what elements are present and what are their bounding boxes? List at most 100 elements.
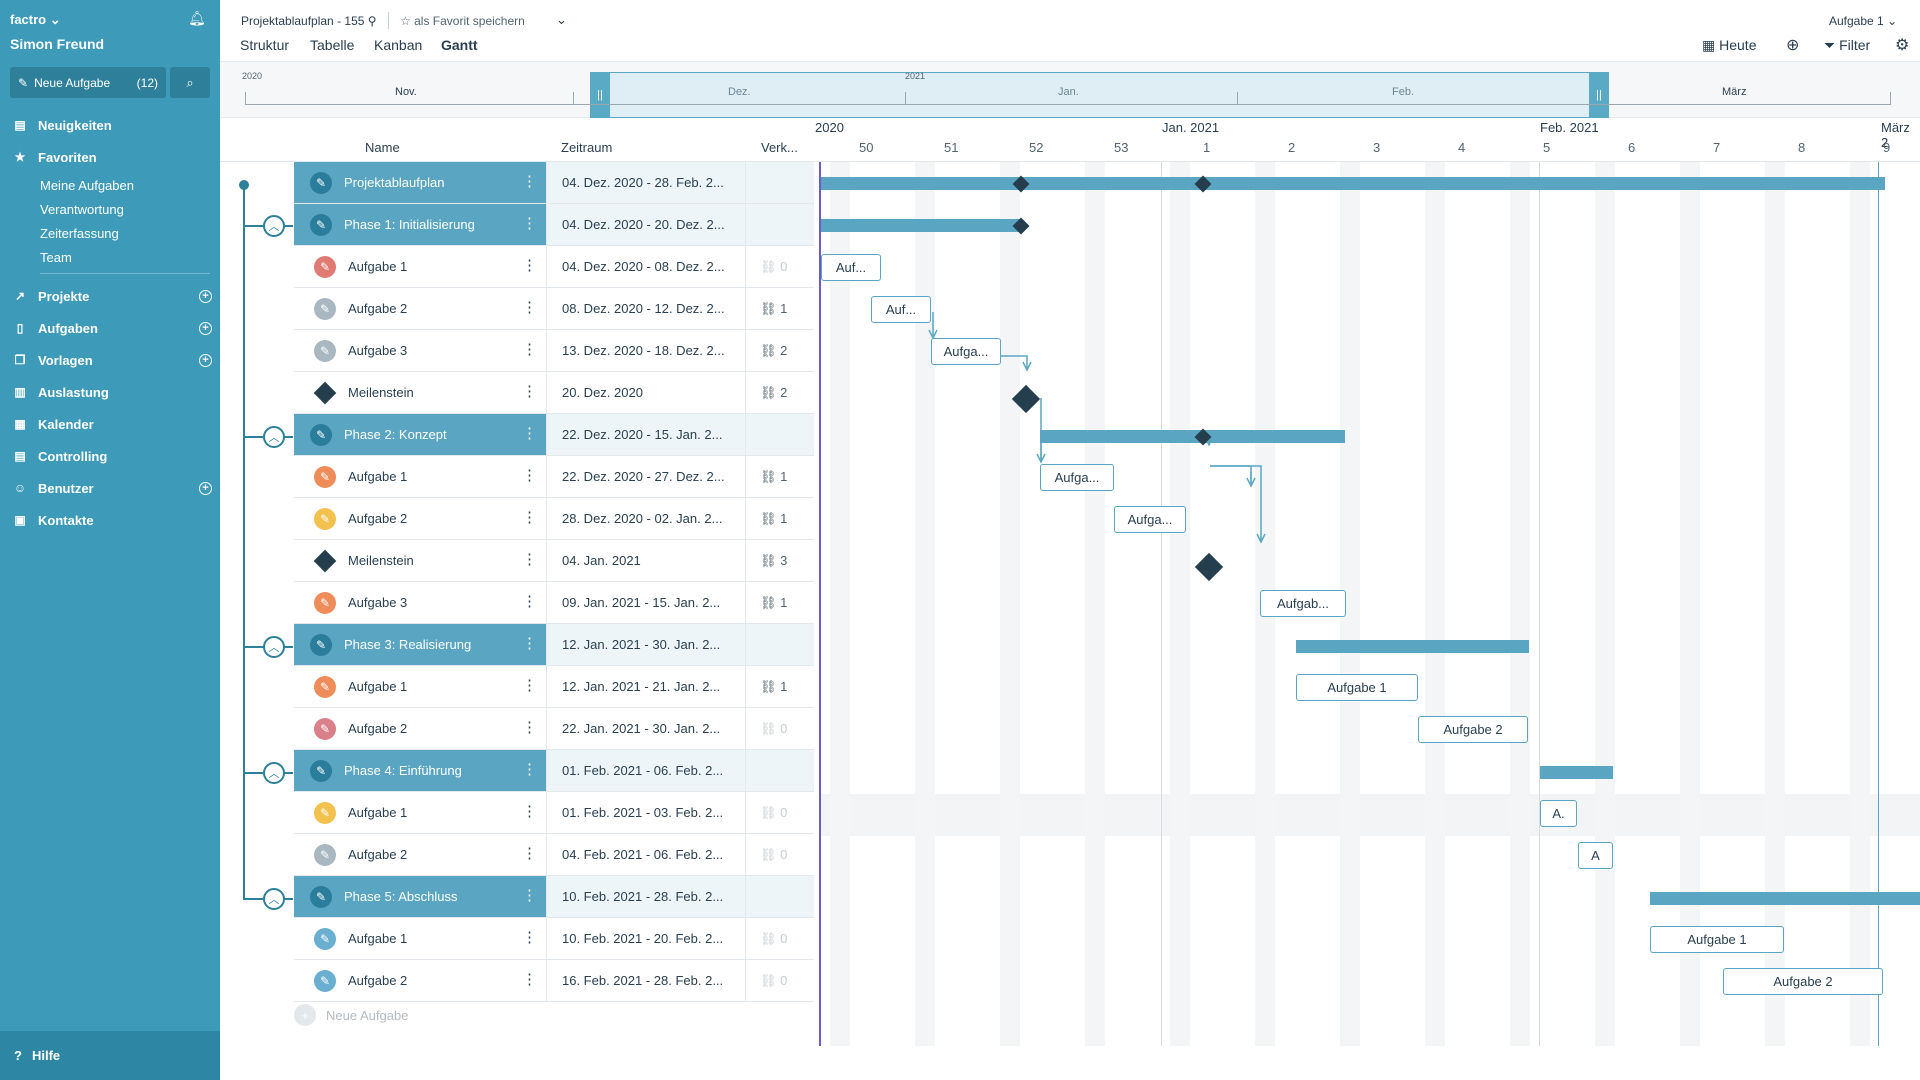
column-header-name[interactable]: Name [365, 140, 400, 155]
more-options-icon[interactable]: ⋮ [522, 509, 537, 526]
tab-gantt[interactable]: Gantt [441, 37, 478, 53]
gantt-task-p1-a2[interactable]: Auf... [871, 296, 931, 323]
collapse-phase-1-button[interactable]: ︿ [263, 215, 285, 237]
row-dependency-count[interactable]: ⛓ 1 [760, 469, 787, 485]
milestone-icon[interactable] [313, 549, 337, 572]
more-options-icon[interactable]: ⋮ [522, 425, 537, 442]
table-row-phase[interactable]: ✎ Projektablaufplan ⋮ 04. Dez. 2020 - 28. F… [294, 162, 814, 204]
row-name-cell[interactable]: ✎ Aufgabe 1 ⋮ [294, 918, 546, 959]
table-row[interactable]: ✎ Aufgabe 2 ⋮ 28. Dez. 2020 - 02. Jan. 2...… [294, 498, 814, 540]
row-name-cell[interactable]: ✎ Aufgabe 3 ⋮ [294, 582, 546, 623]
collapse-phase-2-button[interactable]: ︿ [263, 426, 285, 448]
row-name-cell[interactable]: ✎ Phase 3: Realisierung ⋮ [294, 624, 546, 665]
sidebar-item-vorlagen[interactable]: ❐ Vorlagen + [12, 349, 212, 371]
row-name-cell[interactable]: ✎ Aufgabe 2 ⋮ [294, 498, 546, 539]
collapse-phase-5-button[interactable]: ︿ [263, 888, 285, 910]
favorite-team[interactable]: Team [40, 250, 72, 265]
more-options-icon[interactable]: ⋮ [522, 719, 537, 736]
row-dependency-count[interactable]: ⛓ 1 [760, 511, 787, 527]
sidebar-item-neuigkeiten[interactable]: ▤ Neuigkeiten [12, 114, 212, 136]
more-options-icon[interactable]: ⋮ [522, 215, 537, 232]
gantt-task-p2-a1[interactable]: Aufga... [1040, 464, 1114, 491]
table-row[interactable]: ✎ Aufgabe 3 ⋮ 09. Jan. 2021 - 15. Jan. 2...… [294, 582, 814, 624]
gantt-bar-phase-5[interactable] [1650, 892, 1920, 905]
table-row-phase[interactable]: ✎ Phase 3: Realisierung ⋮ 12. Jan. 2021 - 3… [294, 624, 814, 666]
task-selector[interactable]: Aufgabe 1 ⌄ [1829, 14, 1897, 28]
gantt-task-p4-a2[interactable]: A [1578, 842, 1613, 869]
milestone-icon[interactable] [313, 381, 337, 404]
add-circle-icon[interactable]: ⊕ [1786, 37, 1800, 54]
help-button[interactable]: ? Hilfe [0, 1031, 220, 1080]
edit-icon[interactable]: ✎ [314, 969, 336, 992]
row-dependency-count[interactable]: ⛓ 0 [760, 805, 787, 821]
row-name-cell[interactable]: ✎ Aufgabe 1 ⋮ [294, 246, 546, 287]
overview-window[interactable] [593, 72, 1609, 118]
edit-icon[interactable]: ✎ [310, 171, 332, 194]
filter-button[interactable]: ⏷ Filter [1824, 37, 1870, 54]
tab-tabelle[interactable]: Tabelle [310, 37, 355, 53]
row-name-cell[interactable]: ✎ Phase 1: Initialisierung ⋮ [294, 204, 546, 245]
table-row-phase[interactable]: ✎ Phase 5: Abschluss ⋮ 10. Feb. 2021 - 28. … [294, 876, 814, 918]
row-name-cell[interactable]: ✎ Aufgabe 3 ⋮ [294, 330, 546, 371]
row-name-cell[interactable]: ✎ Aufgabe 2 ⋮ [294, 834, 546, 875]
column-header-range[interactable]: Zeitraum [561, 140, 613, 155]
gantt-task-p1-a3[interactable]: Aufga... [931, 338, 1001, 365]
row-name-cell[interactable]: ✎ Aufgabe 2 ⋮ [294, 960, 546, 1001]
more-options-icon[interactable]: ⋮ [522, 593, 537, 610]
row-dependency-count[interactable]: ⛓ 0 [760, 721, 787, 737]
gantt-task-p4-a1[interactable]: A. [1540, 800, 1577, 827]
sidebar-item-auslastung[interactable]: ▥ Auslastung [12, 381, 212, 403]
more-options-icon[interactable]: ⋮ [522, 551, 537, 568]
edit-icon[interactable]: ✎ [314, 255, 336, 278]
favorite-verantwortung[interactable]: Verantwortung [40, 202, 124, 217]
overview-left-handle[interactable]: || [590, 72, 610, 118]
tab-kanban[interactable]: Kanban [374, 37, 423, 53]
more-options-icon[interactable]: ⋮ [522, 635, 537, 652]
table-row[interactable]: ✎ Aufgabe 2 ⋮ 22. Jan. 2021 - 30. Jan. 2...… [294, 708, 814, 750]
gantt-bar-phase-1[interactable] [821, 219, 1019, 232]
add-circle-icon[interactable]: + [199, 353, 212, 367]
sidebar-item-kontakte[interactable]: ▣ Kontakte [12, 509, 212, 531]
gantt-task-p3-a2[interactable]: Aufgabe 2 [1418, 716, 1528, 743]
new-task-row[interactable]: + Neue Aufgabe [294, 1004, 408, 1026]
row-dependency-count[interactable]: ⛓ 0 [760, 259, 787, 275]
row-dependency-count[interactable]: ⛓ 0 [760, 847, 787, 863]
table-row[interactable]: ✎ Aufgabe 1 ⋮ 12. Jan. 2021 - 21. Jan. 2...… [294, 666, 814, 708]
gantt-task-p1-a1[interactable]: Auf... [821, 254, 881, 281]
gantt-task-p2-a2[interactable]: Aufga... [1114, 506, 1186, 533]
pin-icon[interactable]: ⚲ [367, 14, 377, 28]
row-name-cell[interactable]: ✎ Aufgabe 1 ⋮ [294, 666, 546, 707]
more-options-icon[interactable]: ⋮ [522, 677, 537, 694]
gantt-task-p2-a3[interactable]: Aufgab... [1260, 590, 1346, 617]
row-dependency-count[interactable]: ⛓ 0 [760, 973, 787, 989]
add-circle-icon[interactable]: + [199, 481, 212, 495]
table-row[interactable]: ✎ Aufgabe 1 ⋮ 10. Feb. 2021 - 20. Feb. 2...… [294, 918, 814, 960]
more-options-icon[interactable]: ⋮ [522, 299, 537, 316]
table-row[interactable]: ✎ Aufgabe 1 ⋮ 01. Feb. 2021 - 03. Feb. 2...… [294, 792, 814, 834]
row-dependency-count[interactable]: ⛓ 1 [760, 301, 787, 317]
table-row[interactable]: Meilenstein ⋮ 04. Jan. 2021 ⛓ 3 [294, 540, 814, 582]
more-options-icon[interactable]: ⋮ [522, 929, 537, 946]
favorite-zeiterfassung[interactable]: Zeiterfassung [40, 226, 119, 241]
edit-icon[interactable]: ✎ [314, 927, 336, 950]
collapse-phase-4-button[interactable]: ︿ [263, 762, 285, 784]
table-row[interactable]: ✎ Aufgabe 2 ⋮ 04. Feb. 2021 - 06. Feb. 2...… [294, 834, 814, 876]
row-name-cell[interactable]: ✎ Projektablaufplan ⋮ [294, 162, 546, 203]
row-dependency-count[interactable]: ⛓ 2 [760, 385, 787, 401]
gantt-bar-phase-4[interactable] [1540, 766, 1613, 779]
row-name-cell[interactable]: ✎ Aufgabe 1 ⋮ [294, 792, 546, 833]
edit-icon[interactable]: ✎ [314, 801, 336, 824]
edit-icon[interactable]: ✎ [314, 339, 336, 362]
table-row[interactable]: ✎ Aufgabe 2 ⋮ 16. Feb. 2021 - 28. Feb. 2...… [294, 960, 814, 1002]
table-row[interactable]: ✎ Aufgabe 3 ⋮ 13. Dez. 2020 - 18. Dez. 2...… [294, 330, 814, 372]
row-name-cell[interactable]: ✎ Aufgabe 1 ⋮ [294, 456, 546, 497]
edit-icon[interactable]: ✎ [314, 507, 336, 530]
edit-icon[interactable]: ✎ [310, 633, 332, 656]
timeline-overview[interactable]: || || 2020 2021 Nov. Dez. Jan. Feb. März [220, 62, 1920, 118]
gantt-bar-phase-3[interactable] [1296, 640, 1529, 653]
row-dependency-count[interactable]: ⛓ 1 [760, 595, 787, 611]
gantt-chart[interactable]: Auf... Auf... Aufga... Aufga... Aufga...… [819, 162, 1920, 1046]
sidebar-item-benutzer[interactable]: ☺ Benutzer + [12, 477, 212, 499]
collapse-phase-3-button[interactable]: ︿ [263, 636, 285, 658]
more-options-icon[interactable]: ⋮ [522, 383, 537, 400]
